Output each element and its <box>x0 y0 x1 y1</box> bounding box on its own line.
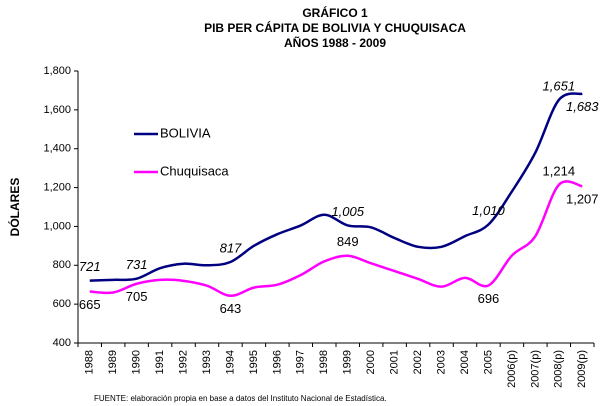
x-tick-label: 2009(p) <box>576 350 588 388</box>
source-note: FUENTE: elaboración propia en base a dat… <box>94 394 387 403</box>
y-tick-label: 400 <box>53 337 71 349</box>
data-label: 705 <box>126 289 148 304</box>
x-tick-label: 1989 <box>107 350 119 374</box>
x-tick-label: 1999 <box>342 350 354 374</box>
x-tick-label: 2007(p) <box>529 350 541 388</box>
x-tick-label: 2005 <box>482 350 494 374</box>
y-tick-label: 1,600 <box>43 104 71 116</box>
y-tick-label: 600 <box>53 298 71 310</box>
x-tick-label: 1991 <box>154 350 166 374</box>
x-tick-label: 2001 <box>389 350 401 374</box>
y-tick-label: 1,800 <box>43 65 71 77</box>
x-tick-label: 2006(p) <box>506 350 518 388</box>
x-tick-label: 1997 <box>295 350 307 374</box>
x-tick-label: 1994 <box>224 350 236 374</box>
x-tick-label: 1993 <box>201 350 213 374</box>
data-label: 643 <box>220 301 242 316</box>
line-series <box>89 180 583 298</box>
x-tick-label: 2008(p) <box>553 350 565 388</box>
data-label: 817 <box>220 240 242 255</box>
data-label: 849 <box>337 234 359 249</box>
legend-label: BOLIVIA <box>160 125 211 140</box>
line-series <box>89 92 583 282</box>
chart-title: GRÁFICO 1 <box>302 5 368 20</box>
data-label: 1,683 <box>566 99 599 114</box>
legend-label: Chuquisaca <box>160 163 229 178</box>
data-label: 1,214 <box>543 163 576 178</box>
x-tick-label: 1996 <box>271 350 283 374</box>
x-tick-label: 1995 <box>248 350 260 374</box>
x-tick-label: 2004 <box>459 350 471 374</box>
x-tick-label: 2000 <box>365 350 377 374</box>
x-tick-label: 1998 <box>318 350 330 374</box>
y-tick-label: 1,000 <box>43 220 71 232</box>
x-tick-label: 2002 <box>412 350 424 374</box>
chart-subtitle: PIB PER CÁPITA DE BOLIVIA Y CHUQUISACA <box>204 20 466 35</box>
x-tick-label: 1992 <box>177 350 189 374</box>
data-label: 731 <box>126 257 148 272</box>
chart-subtitle: AÑOS 1988 - 2009 <box>284 35 386 50</box>
data-label: 1,010 <box>472 203 505 218</box>
y-tick-label: 800 <box>53 259 71 271</box>
data-label: 1,651 <box>543 78 576 93</box>
y-tick-label: 1,400 <box>43 143 71 155</box>
data-label: 1,005 <box>331 204 364 219</box>
x-tick-label: 1988 <box>84 350 96 374</box>
data-label: 665 <box>79 297 101 312</box>
y-axis-label: DÓLARES <box>7 178 22 237</box>
x-tick-label: 1990 <box>131 350 143 374</box>
data-label: 696 <box>478 291 500 306</box>
x-tick-label: 2003 <box>435 350 447 374</box>
data-label: 721 <box>79 259 101 274</box>
data-label: 1,207 <box>566 192 599 207</box>
y-tick-label: 1,200 <box>43 181 71 193</box>
